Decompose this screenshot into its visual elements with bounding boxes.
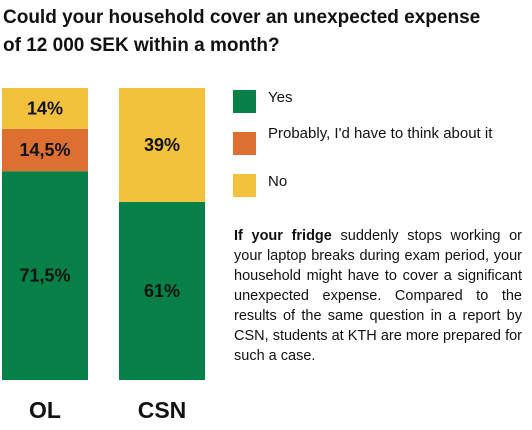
legend-label-no: No xyxy=(268,173,288,190)
bar-csn-no xyxy=(119,88,205,202)
data-label-ol-probably: 14,5% xyxy=(19,140,70,160)
chart-title-line-1: Could your household cover an unexpected… xyxy=(3,7,481,28)
description-text: If your fridge suddenly stops working or… xyxy=(234,226,522,366)
bar-csn-yes xyxy=(119,201,205,380)
legend-label-probably: Probably, I'd have to think about it xyxy=(268,125,493,142)
bar-ol-probably xyxy=(2,128,88,172)
data-label-csn-yes: 61% xyxy=(144,281,180,301)
chart-title-line-2: of 12 000 SEK within a month? xyxy=(3,35,280,56)
legend-swatch-probably xyxy=(233,132,256,155)
description-body: suddenly stops working or your laptop br… xyxy=(234,228,522,364)
chart-title: Could your household cover an unexpected… xyxy=(3,4,529,60)
data-label-ol-yes: 71,5% xyxy=(19,266,70,286)
data-label-ol-no: 14% xyxy=(27,98,63,118)
bar-ol-yes xyxy=(2,171,88,380)
description-bold: If your fridge xyxy=(234,228,332,244)
legend-label-yes: Yes xyxy=(268,89,293,106)
legend-swatch-yes xyxy=(233,90,256,113)
category-label-ol: OL xyxy=(29,397,61,423)
category-label-csn: CSN xyxy=(138,397,187,423)
bar-ol-no xyxy=(2,88,88,129)
data-label-csn-no: 39% xyxy=(144,135,180,155)
legend-swatch-no xyxy=(233,174,256,197)
